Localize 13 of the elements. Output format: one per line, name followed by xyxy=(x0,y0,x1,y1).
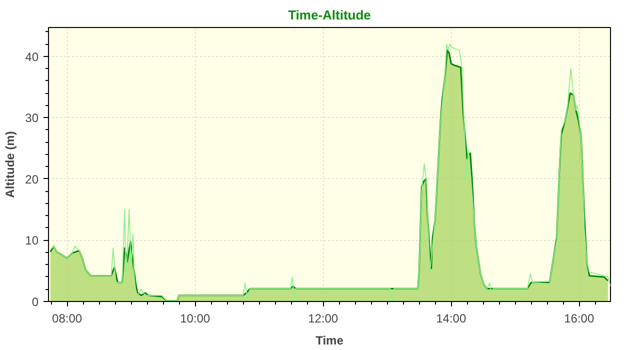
y-axis-title: Altitude (m) xyxy=(3,131,18,198)
y-tick-label: 0 xyxy=(32,295,39,309)
y-tick-label: 40 xyxy=(25,50,39,64)
x-tick-label: 14:00 xyxy=(436,312,466,326)
chart-title: Time-Altitude xyxy=(288,8,371,22)
x-tick-label: 08:00 xyxy=(52,312,82,326)
y-tick-label: 10 xyxy=(25,234,39,248)
y-tick-label: 20 xyxy=(25,172,39,186)
x-tick-label: 16:00 xyxy=(564,312,594,326)
x-tick-label: 12:00 xyxy=(308,312,338,326)
y-tick-label: 30 xyxy=(25,111,39,126)
x-tick-label: 10:00 xyxy=(180,312,210,326)
x-axis-title: Time xyxy=(316,334,344,348)
